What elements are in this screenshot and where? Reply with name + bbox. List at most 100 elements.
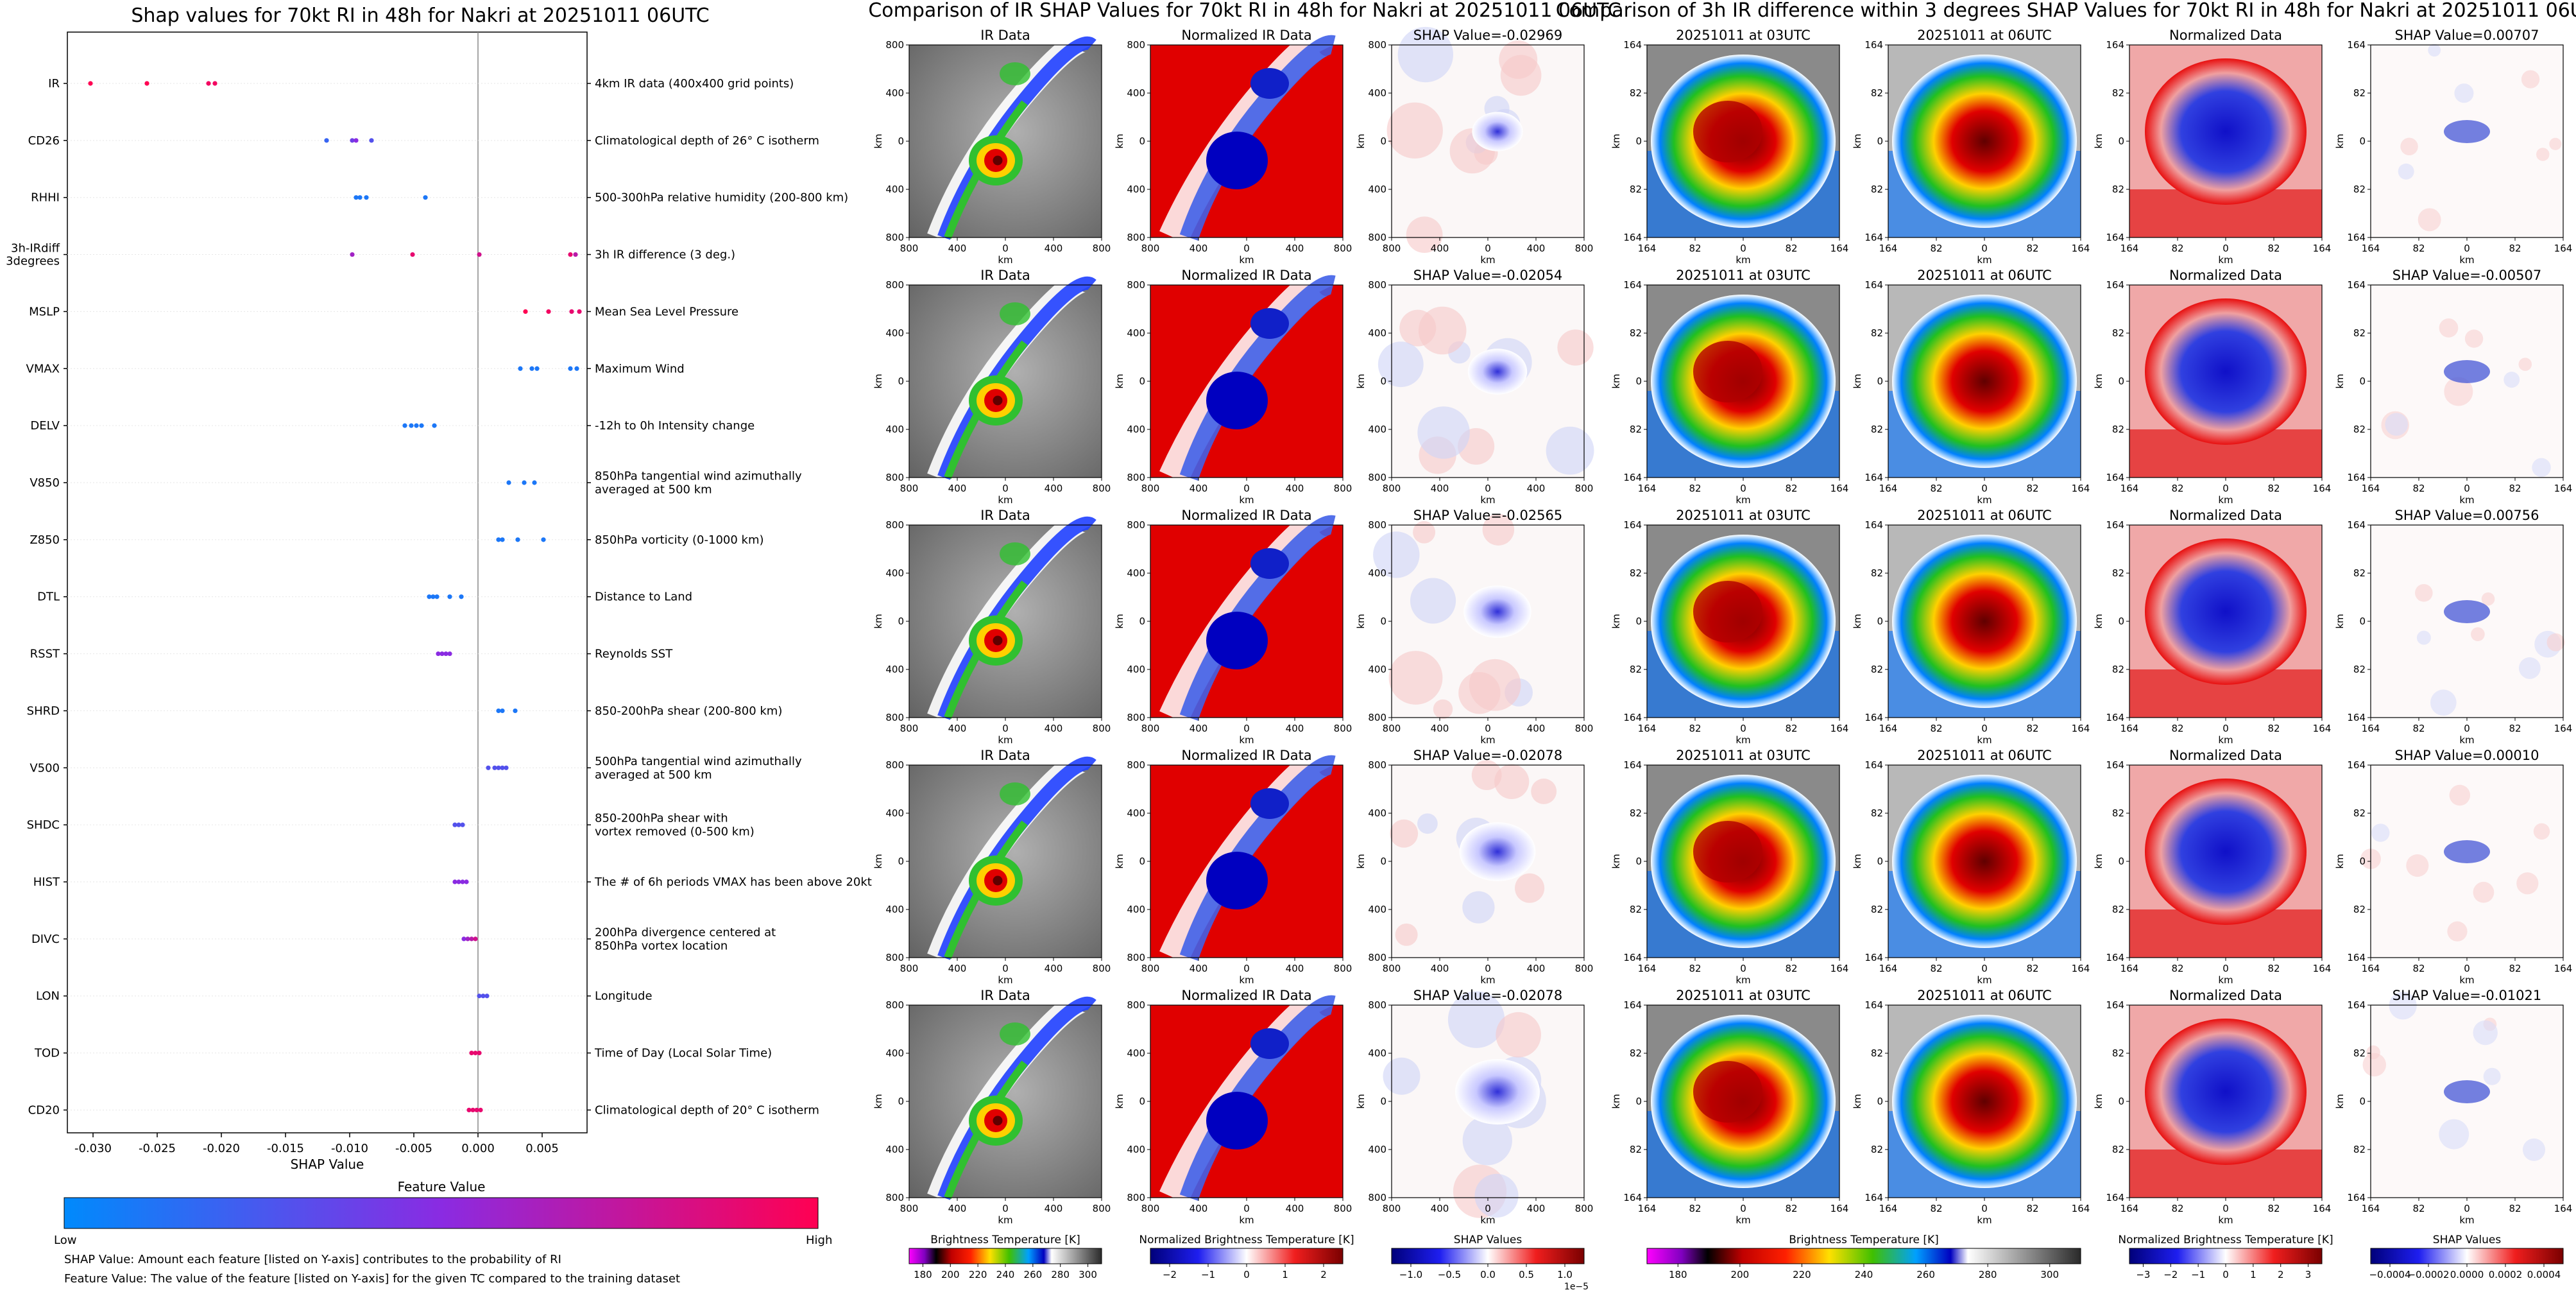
shap-point bbox=[523, 309, 528, 314]
y-axis-label: km bbox=[873, 134, 884, 148]
ir-shap-1-core bbox=[1467, 349, 1528, 395]
cbar-tick-label: 280 bbox=[1051, 1269, 1070, 1280]
x-axis-label: km bbox=[1977, 254, 1992, 266]
x-axis-label: km bbox=[2218, 254, 2233, 266]
y-tick-label: 164 bbox=[1623, 759, 1642, 771]
x-axis-label: km bbox=[1977, 494, 1992, 506]
feature-desc: 500-300hPa relative humidity (200-800 km… bbox=[595, 191, 848, 205]
x-tick-label: 82 bbox=[2267, 243, 2280, 254]
ir-panel-2-2-title: SHAP Value=-0.02565 bbox=[1413, 508, 1563, 523]
y-tick-label: 800 bbox=[1368, 952, 1386, 963]
cbar-tick-label: −1 bbox=[2191, 1269, 2205, 1280]
x-tick-label: 0 bbox=[1981, 723, 1988, 734]
y-tick-label: 400 bbox=[1127, 904, 1145, 915]
x-tick-label: 0 bbox=[1002, 1203, 1009, 1214]
x-tick-label: 164 bbox=[2362, 723, 2380, 734]
x-tick-label: 82 bbox=[1689, 963, 1701, 974]
x-tick-label: 800 bbox=[900, 963, 919, 974]
feature-name: DTL bbox=[37, 590, 60, 604]
x-tick-label: 800 bbox=[1093, 963, 1111, 974]
diff-shap-3-spot bbox=[2449, 784, 2471, 806]
x-tick-label: 164 bbox=[1830, 723, 1849, 734]
feature-desc: The # of 6h periods VMAX has been above … bbox=[594, 875, 872, 889]
x-tick-label: 82 bbox=[2267, 723, 2280, 734]
y-tick-label: 0 bbox=[898, 856, 904, 867]
y-axis-label: km bbox=[2334, 134, 2346, 148]
y-tick-label: 800 bbox=[1127, 519, 1145, 531]
x-tick-label: 400 bbox=[1286, 723, 1304, 734]
y-tick-label: 82 bbox=[2353, 567, 2366, 579]
shap-point bbox=[447, 651, 452, 657]
x-tick-label: 82 bbox=[1785, 483, 1797, 494]
x-tick-label: 800 bbox=[1383, 963, 1401, 974]
ir-data-4-blob bbox=[1000, 1022, 1030, 1046]
y-tick-label: 400 bbox=[885, 567, 904, 579]
y-tick-label: 164 bbox=[1623, 952, 1642, 963]
y-tick-label: 0 bbox=[1635, 856, 1642, 867]
ir-colorbar-2-offset: 1e−5 bbox=[1564, 1282, 1589, 1289]
x-tick-label: 164 bbox=[1638, 1203, 1657, 1214]
x-axis-label: km bbox=[998, 494, 1012, 506]
y-tick-label: 800 bbox=[1368, 712, 1386, 723]
diff-norm-1-storm bbox=[2145, 298, 2307, 445]
x-tick-label: 164 bbox=[2120, 483, 2139, 494]
y-tick-label: 800 bbox=[1127, 712, 1145, 723]
x-tick-label: 400 bbox=[1045, 483, 1063, 494]
x-tick-label: 800 bbox=[1575, 723, 1594, 734]
x-tick-label: 82 bbox=[1930, 1203, 1942, 1214]
y-tick-label: 164 bbox=[2106, 279, 2124, 291]
y-tick-label: 82 bbox=[2353, 87, 2366, 99]
shap-point bbox=[500, 708, 505, 714]
x-tick-label: 164 bbox=[2554, 1203, 2573, 1214]
y-tick-label: 82 bbox=[2112, 424, 2124, 435]
y-tick-label: 0 bbox=[2359, 1096, 2366, 1107]
shap-point bbox=[500, 765, 505, 770]
shap-point bbox=[515, 537, 520, 542]
feature-name: VMAX bbox=[26, 362, 60, 375]
y-tick-label: 0 bbox=[1139, 856, 1145, 867]
feature-desc: Climatological depth of 26° C isotherm bbox=[595, 134, 819, 148]
x-tick-label: -0.025 bbox=[139, 1142, 176, 1155]
feature-name: 3h-IRdiff bbox=[11, 242, 60, 255]
y-tick-label: 82 bbox=[1630, 567, 1642, 579]
x-tick-label: 800 bbox=[1575, 963, 1594, 974]
y-tick-label: 400 bbox=[1127, 184, 1145, 195]
x-axis-label: km bbox=[1239, 494, 1254, 506]
y-axis-label: km bbox=[1610, 134, 1622, 148]
cbar-tick-label: 0 bbox=[2222, 1269, 2229, 1280]
x-tick-label: 0 bbox=[1740, 1203, 1746, 1214]
y-tick-label: 400 bbox=[1368, 904, 1386, 915]
x-tick-label: 0.000 bbox=[461, 1142, 495, 1155]
diff-shap-3-core bbox=[2444, 840, 2490, 863]
x-tick-label: 164 bbox=[2120, 723, 2139, 734]
y-tick-label: 400 bbox=[885, 184, 904, 195]
x-tick-label: 800 bbox=[1093, 483, 1111, 494]
y-axis-label: km bbox=[2093, 1094, 2104, 1108]
ir-shap-3-spot bbox=[1531, 779, 1557, 804]
feature-desc: -12h to 0h Intensity change bbox=[595, 419, 755, 433]
y-tick-label: 0 bbox=[2359, 616, 2366, 627]
x-axis-label: km bbox=[1977, 1214, 1992, 1226]
diff-06-3-storm bbox=[1892, 775, 2077, 948]
y-tick-label: 82 bbox=[1630, 424, 1642, 435]
y-tick-label: 800 bbox=[885, 279, 904, 291]
cbar-tick-label: −1 bbox=[1201, 1269, 1215, 1280]
shap-point bbox=[461, 936, 466, 942]
x-axis-label: km bbox=[1736, 254, 1750, 266]
y-tick-label: 0 bbox=[1877, 1096, 1883, 1107]
y-tick-label: 164 bbox=[1864, 519, 1883, 531]
y-tick-label: 0 bbox=[1139, 1096, 1145, 1107]
cbar-tick-label: 180 bbox=[914, 1269, 932, 1280]
x-tick-label: 164 bbox=[2554, 723, 2573, 734]
ir-data-4-core-d bbox=[993, 1115, 1003, 1126]
ir-shap-0-core bbox=[1472, 112, 1523, 151]
x-tick-label: 400 bbox=[1045, 1203, 1063, 1214]
x-tick-label: 164 bbox=[2554, 483, 2573, 494]
x-tick-label: 400 bbox=[1045, 723, 1063, 734]
y-tick-label: 0 bbox=[1877, 856, 1883, 867]
x-tick-label: 164 bbox=[2072, 1203, 2090, 1214]
left-axes-frame bbox=[67, 31, 588, 1133]
ir-shap-4-spot bbox=[1383, 1057, 1420, 1095]
colorbar-title: Feature Value bbox=[398, 1179, 486, 1194]
x-tick-label: 82 bbox=[1689, 1203, 1701, 1214]
